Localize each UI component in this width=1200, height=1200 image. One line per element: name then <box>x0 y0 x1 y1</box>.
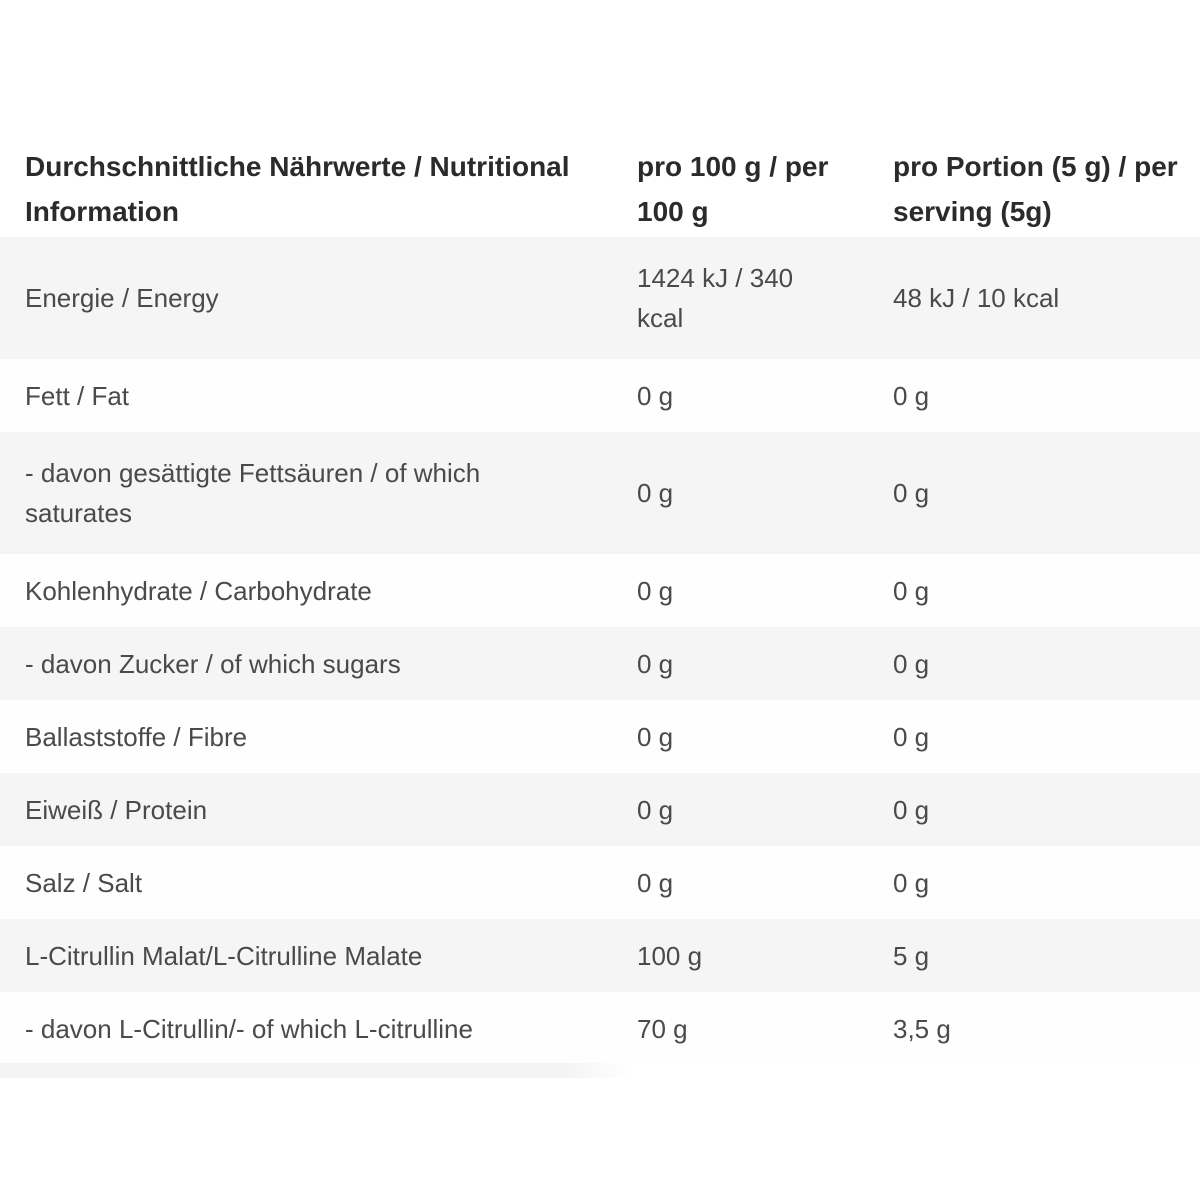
row-per100-value: 100 g <box>637 940 703 971</box>
row-per100-value: 0 g <box>637 380 674 411</box>
table-row-fibre: Ballaststoffe / Fibre 0 g 0 g <box>0 700 1200 773</box>
header-serving-col: pro Portion (5 g) / per serving (5g) <box>868 140 1200 237</box>
table-header-row: Durchschnittliche Nährwerte / Nutritiona… <box>0 140 1200 237</box>
row-serving-value: 5 g <box>893 940 930 971</box>
nutrition-table: Durchschnittliche Nährwerte / Nutritiona… <box>0 140 1200 1065</box>
row-label: - davon Zucker / of which sugars <box>25 648 401 679</box>
row-per100-value: 1424 kJ / 340 kcal <box>637 263 794 333</box>
row-label: Salz / Salt <box>25 867 143 898</box>
row-serving-value: 0 g <box>893 575 930 606</box>
cropped-next-row-sliver <box>0 1063 632 1078</box>
table-row-saturates: - davon gesättigte Fettsäuren / of which… <box>0 432 1200 554</box>
row-per100-value: 0 g <box>637 478 674 508</box>
table-row-fat: Fett / Fat 0 g 0 g <box>0 359 1200 432</box>
row-per100-value: 0 g <box>637 575 674 606</box>
table-row-protein: Eiweiß / Protein 0 g 0 g <box>0 773 1200 846</box>
table-row-energy: Energie / Energy 1424 kJ / 340 kcal 48 k… <box>0 237 1200 359</box>
row-serving-value: 0 g <box>893 867 930 898</box>
table-row-carbohydrate: Kohlenhydrate / Carbohydrate 0 g 0 g <box>0 554 1200 627</box>
row-serving-value: 3,5 g <box>893 1013 951 1044</box>
table-row-sugars: - davon Zucker / of which sugars 0 g 0 g <box>0 627 1200 700</box>
row-per100-value: 0 g <box>637 794 674 825</box>
row-serving-value: 0 g <box>893 648 930 679</box>
row-label: Kohlenhydrate / Carbohydrate <box>25 575 372 606</box>
row-serving-value: 0 g <box>893 478 930 508</box>
row-label: Eiweiß / Protein <box>25 794 208 825</box>
row-label: - davon gesättigte Fettsäuren / of which… <box>25 458 481 528</box>
row-label: Ballaststoffe / Fibre <box>25 721 248 752</box>
table-header: Durchschnittliche Nährwerte / Nutritiona… <box>0 140 1200 237</box>
row-per100-value: 70 g <box>637 1013 688 1044</box>
row-label: Fett / Fat <box>25 380 130 411</box>
row-serving-value: 48 kJ / 10 kcal <box>893 283 1060 313</box>
row-serving-value: 0 g <box>893 794 930 825</box>
row-label: L-Citrullin Malat/L-Citrulline Malate <box>25 940 423 971</box>
row-per100-value: 0 g <box>637 721 674 752</box>
row-serving-value: 0 g <box>893 721 930 752</box>
table-row-citrulline: - davon L-Citrullin/- of which L-citrull… <box>0 992 1200 1065</box>
table-body: Energie / Energy 1424 kJ / 340 kcal 48 k… <box>0 237 1200 1065</box>
row-label: Energie / Energy <box>25 283 219 313</box>
row-per100-value: 0 g <box>637 648 674 679</box>
table-row-citrulline-malate: L-Citrullin Malat/L-Citrulline Malate 10… <box>0 919 1200 992</box>
table-row-salt: Salz / Salt 0 g 0 g <box>0 846 1200 919</box>
row-serving-value: 0 g <box>893 380 930 411</box>
row-label: - davon L-Citrullin/- of which L-citrull… <box>25 1013 473 1044</box>
header-nutrient-col: Durchschnittliche Nährwerte / Nutritiona… <box>0 140 612 237</box>
row-per100-value: 0 g <box>637 867 674 898</box>
header-per100-col: pro 100 g / per 100 g <box>612 140 868 237</box>
